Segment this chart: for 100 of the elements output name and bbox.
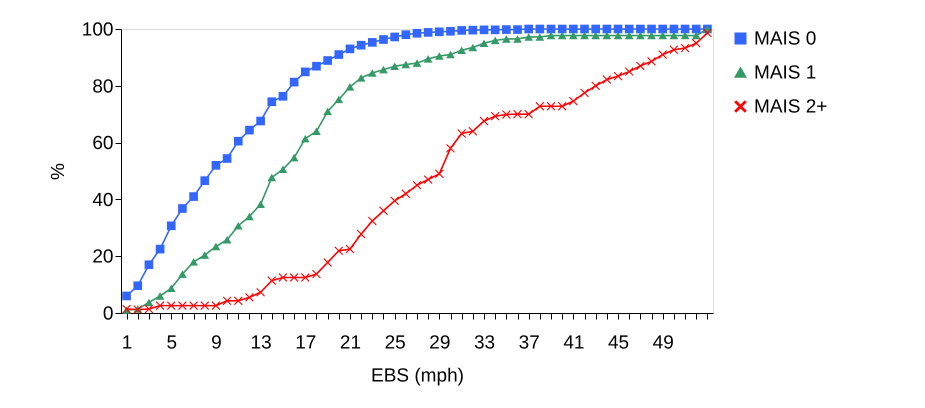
y-tick-label: 80 xyxy=(92,76,114,98)
point xyxy=(468,44,478,52)
point xyxy=(591,81,600,90)
point xyxy=(569,24,578,34)
point xyxy=(390,32,399,42)
point xyxy=(558,32,567,40)
point xyxy=(166,221,176,230)
legend-label: MAIS 1 xyxy=(754,62,816,84)
point xyxy=(670,45,678,54)
y-tick-label: 40 xyxy=(92,190,114,211)
point xyxy=(468,26,478,34)
point xyxy=(624,24,634,34)
point xyxy=(178,270,187,278)
point xyxy=(435,28,444,36)
point xyxy=(156,301,164,310)
point xyxy=(312,270,321,278)
point xyxy=(390,62,399,70)
point xyxy=(368,69,377,77)
point xyxy=(480,26,488,34)
point xyxy=(189,192,198,201)
point xyxy=(178,301,187,310)
point xyxy=(412,28,422,38)
x-tick-label: 21 xyxy=(340,332,362,354)
x-axis-title: EBS (mph) xyxy=(371,366,464,386)
x-tick-label: 41 xyxy=(563,332,584,354)
point xyxy=(222,236,232,244)
y-tick-label: 60 xyxy=(92,133,114,154)
point xyxy=(647,57,656,66)
x-tick-label: 49 xyxy=(652,332,674,354)
point xyxy=(346,44,354,54)
point xyxy=(368,38,377,47)
point xyxy=(569,32,578,40)
x-tick-label: 13 xyxy=(250,332,272,354)
point xyxy=(435,52,444,60)
point xyxy=(212,301,220,310)
point xyxy=(412,59,422,67)
point xyxy=(402,30,410,40)
point xyxy=(490,36,500,44)
point xyxy=(602,24,612,34)
point xyxy=(290,154,298,162)
point xyxy=(245,126,254,134)
x-tick-label: 45 xyxy=(608,332,630,354)
point xyxy=(546,24,556,34)
point xyxy=(256,288,265,297)
x-tick-label: 1 xyxy=(122,332,132,354)
point xyxy=(379,35,388,44)
point xyxy=(156,244,164,254)
point xyxy=(480,39,488,47)
point xyxy=(636,32,645,40)
point xyxy=(267,276,276,285)
point xyxy=(624,67,634,76)
point xyxy=(502,25,511,34)
point xyxy=(692,38,701,48)
legend-label: MAIS 0 xyxy=(754,28,816,50)
point xyxy=(457,129,466,138)
point xyxy=(446,50,455,58)
point xyxy=(144,260,154,270)
point xyxy=(166,284,176,292)
point xyxy=(513,35,522,43)
point xyxy=(468,126,478,136)
point xyxy=(323,108,332,116)
point xyxy=(390,196,399,206)
x-tick-label: 33 xyxy=(474,332,496,354)
point xyxy=(658,24,668,34)
point xyxy=(379,66,388,74)
point xyxy=(591,32,600,40)
point xyxy=(200,176,210,185)
point xyxy=(334,246,344,256)
point xyxy=(189,301,198,310)
point xyxy=(558,102,567,111)
point xyxy=(513,25,522,34)
point xyxy=(334,96,344,104)
point xyxy=(122,292,131,300)
point xyxy=(156,292,164,300)
point xyxy=(166,301,176,310)
x-tick-label: 9 xyxy=(211,332,222,354)
y-tick-label: 0 xyxy=(102,304,114,324)
y-axis-title: % xyxy=(48,162,69,180)
point xyxy=(234,222,243,230)
point xyxy=(536,33,544,41)
point xyxy=(346,244,354,254)
point xyxy=(178,204,187,213)
point xyxy=(680,32,690,40)
point xyxy=(546,32,556,40)
point xyxy=(580,32,589,40)
point xyxy=(424,55,432,63)
point xyxy=(670,24,678,34)
x-tick-label: 37 xyxy=(518,332,540,354)
point xyxy=(580,88,589,98)
point xyxy=(334,50,344,59)
point xyxy=(624,32,634,40)
point xyxy=(692,32,701,40)
point xyxy=(278,273,288,282)
point xyxy=(524,33,534,41)
point xyxy=(680,44,690,52)
point xyxy=(133,281,142,290)
point xyxy=(356,74,366,82)
point xyxy=(692,24,701,34)
legend-label: MAIS 2+ xyxy=(754,96,828,118)
point xyxy=(379,206,388,216)
